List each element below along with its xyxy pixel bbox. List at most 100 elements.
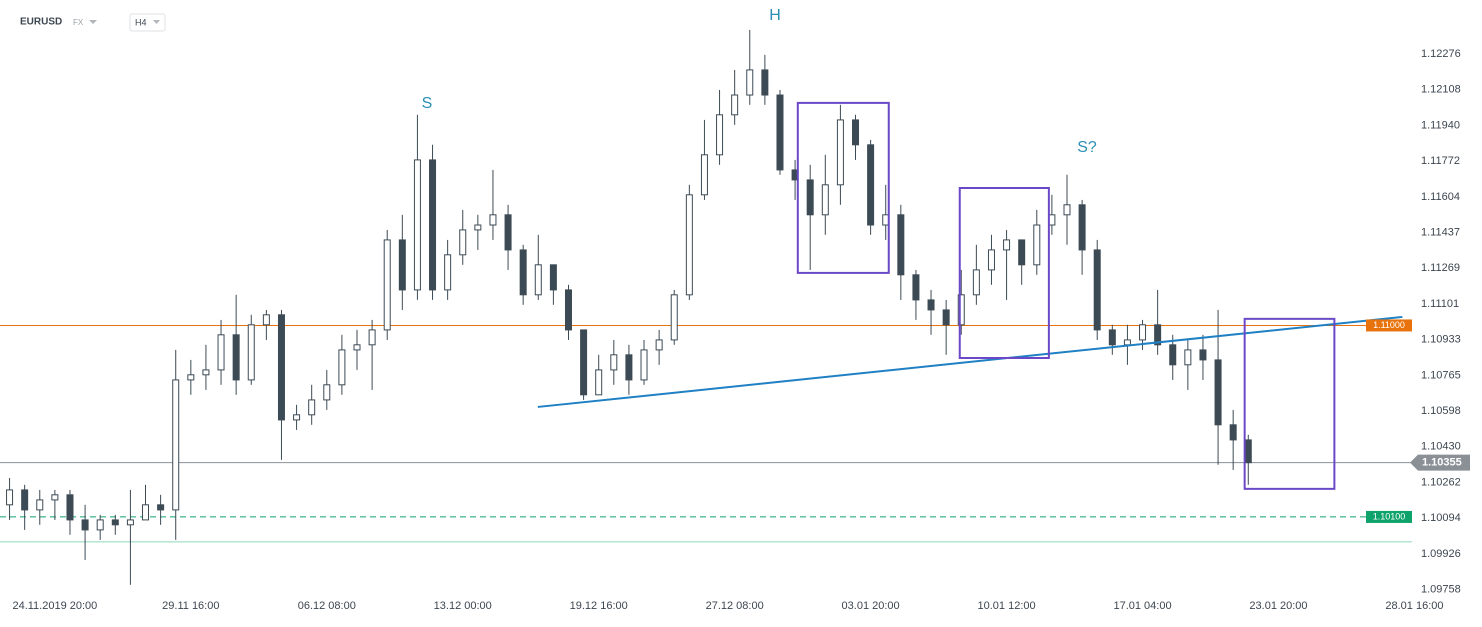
dropdown-arrow[interactable]	[89, 20, 97, 24]
candle-body	[761, 69, 769, 96]
candle-body	[444, 254, 452, 291]
candle-body	[1093, 249, 1101, 331]
candle-body	[353, 344, 361, 351]
candle-body	[821, 184, 829, 216]
highlight-box	[958, 187, 1050, 359]
x-tick-label: 24.11.2019 20:00	[12, 600, 97, 612]
y-tick-label: 1.12108	[1421, 84, 1461, 96]
y-tick-label: 1.11269	[1421, 262, 1460, 274]
candle-body	[1214, 359, 1222, 426]
candle-body	[308, 399, 316, 416]
candle-body	[625, 354, 633, 381]
candle-body	[670, 294, 678, 341]
candle-body	[1018, 239, 1026, 266]
y-tick-label: 1.10094	[1421, 512, 1461, 524]
x-tick-label: 03.01 20:00	[842, 600, 900, 612]
candle-body	[595, 369, 603, 396]
timeframe-select[interactable]	[129, 13, 166, 32]
x-tick-label: 10.01 12:00	[978, 600, 1036, 612]
candle-body	[836, 119, 844, 186]
candle-body	[36, 499, 44, 511]
level-tag	[1366, 510, 1412, 523]
annotation: S?	[1077, 139, 1097, 156]
candle-body	[126, 519, 134, 526]
candle-body	[1078, 204, 1086, 251]
x-tick-label: 19.12 16:00	[570, 600, 628, 612]
level-tag-label: 1.10100	[1373, 511, 1406, 521]
candle-body	[549, 264, 557, 291]
y-tick-label: 1.12276	[1421, 48, 1461, 60]
y-tick-label: 1.11772	[1421, 155, 1460, 167]
x-tick-label: 27.12 08:00	[706, 600, 764, 612]
candle-body	[293, 414, 301, 421]
candle-body	[413, 159, 421, 291]
candle-body	[685, 194, 693, 296]
candle-body	[111, 519, 119, 526]
candle-body	[157, 504, 165, 511]
candle-body	[1139, 324, 1147, 341]
candle-body	[580, 329, 588, 396]
candle-body	[489, 214, 497, 226]
candle-body	[1244, 439, 1252, 464]
timeframe: H4	[135, 17, 147, 27]
candle-body	[277, 314, 285, 421]
candle-body	[232, 334, 240, 381]
candle-body	[972, 269, 980, 296]
candle-body	[655, 339, 663, 351]
annotation: S	[422, 95, 433, 112]
annotation: H	[769, 7, 781, 24]
candle-body	[51, 494, 59, 501]
candle-body	[927, 299, 935, 311]
candle-body	[1169, 344, 1177, 366]
candle-body	[429, 159, 437, 291]
candle-body	[640, 349, 648, 381]
candle-body	[398, 239, 406, 291]
candle-body	[504, 214, 512, 251]
y-tick-label: 1.09926	[1421, 548, 1461, 560]
market: FX	[73, 18, 84, 27]
y-tick-label: 1.10430	[1421, 441, 1461, 453]
candle-body	[323, 384, 331, 401]
y-tick-label: 1.09758	[1421, 584, 1461, 596]
x-tick-label: 06.12 08:00	[298, 600, 356, 612]
symbol: EURUSD	[20, 17, 62, 28]
candle-body	[519, 249, 527, 296]
candle-body	[474, 224, 482, 231]
x-tick-label: 13.12 00:00	[434, 600, 492, 612]
candle-body	[6, 489, 14, 506]
candle-body	[1229, 424, 1237, 441]
candle-body	[806, 179, 814, 216]
candle-body	[202, 369, 210, 376]
x-tick-label: 17.01 04:00	[1113, 600, 1171, 612]
y-tick-label: 1.10598	[1421, 405, 1461, 417]
candle-body	[897, 214, 905, 276]
x-tick-label: 23.01 20:00	[1249, 600, 1307, 612]
candle-body	[534, 264, 542, 296]
candle-body	[746, 69, 754, 96]
candle-body	[716, 114, 724, 156]
candle-body	[247, 324, 255, 381]
candle-body	[1199, 349, 1207, 361]
candle-body	[217, 334, 225, 371]
candle-body	[66, 494, 74, 521]
y-tick-label: 1.11101	[1421, 298, 1459, 310]
y-tick-label: 1.10262	[1421, 476, 1461, 488]
candle-body	[942, 309, 950, 326]
candle-body	[142, 504, 150, 521]
candle-body	[700, 154, 708, 196]
candle-body	[912, 274, 920, 301]
candle-body	[368, 329, 376, 346]
candle-body	[459, 229, 467, 256]
level-tag	[1366, 319, 1412, 332]
candle-body	[987, 249, 995, 271]
x-tick-label: 28.01 16:00	[1385, 600, 1443, 612]
candle-body	[96, 519, 104, 531]
y-tick-label: 1.11940	[1421, 119, 1460, 131]
candle-body	[383, 239, 391, 331]
candle-body	[1033, 224, 1041, 266]
candle-body	[564, 289, 572, 331]
candle-body	[1184, 349, 1192, 366]
candle-body	[852, 119, 860, 146]
candle-body	[172, 379, 180, 511]
